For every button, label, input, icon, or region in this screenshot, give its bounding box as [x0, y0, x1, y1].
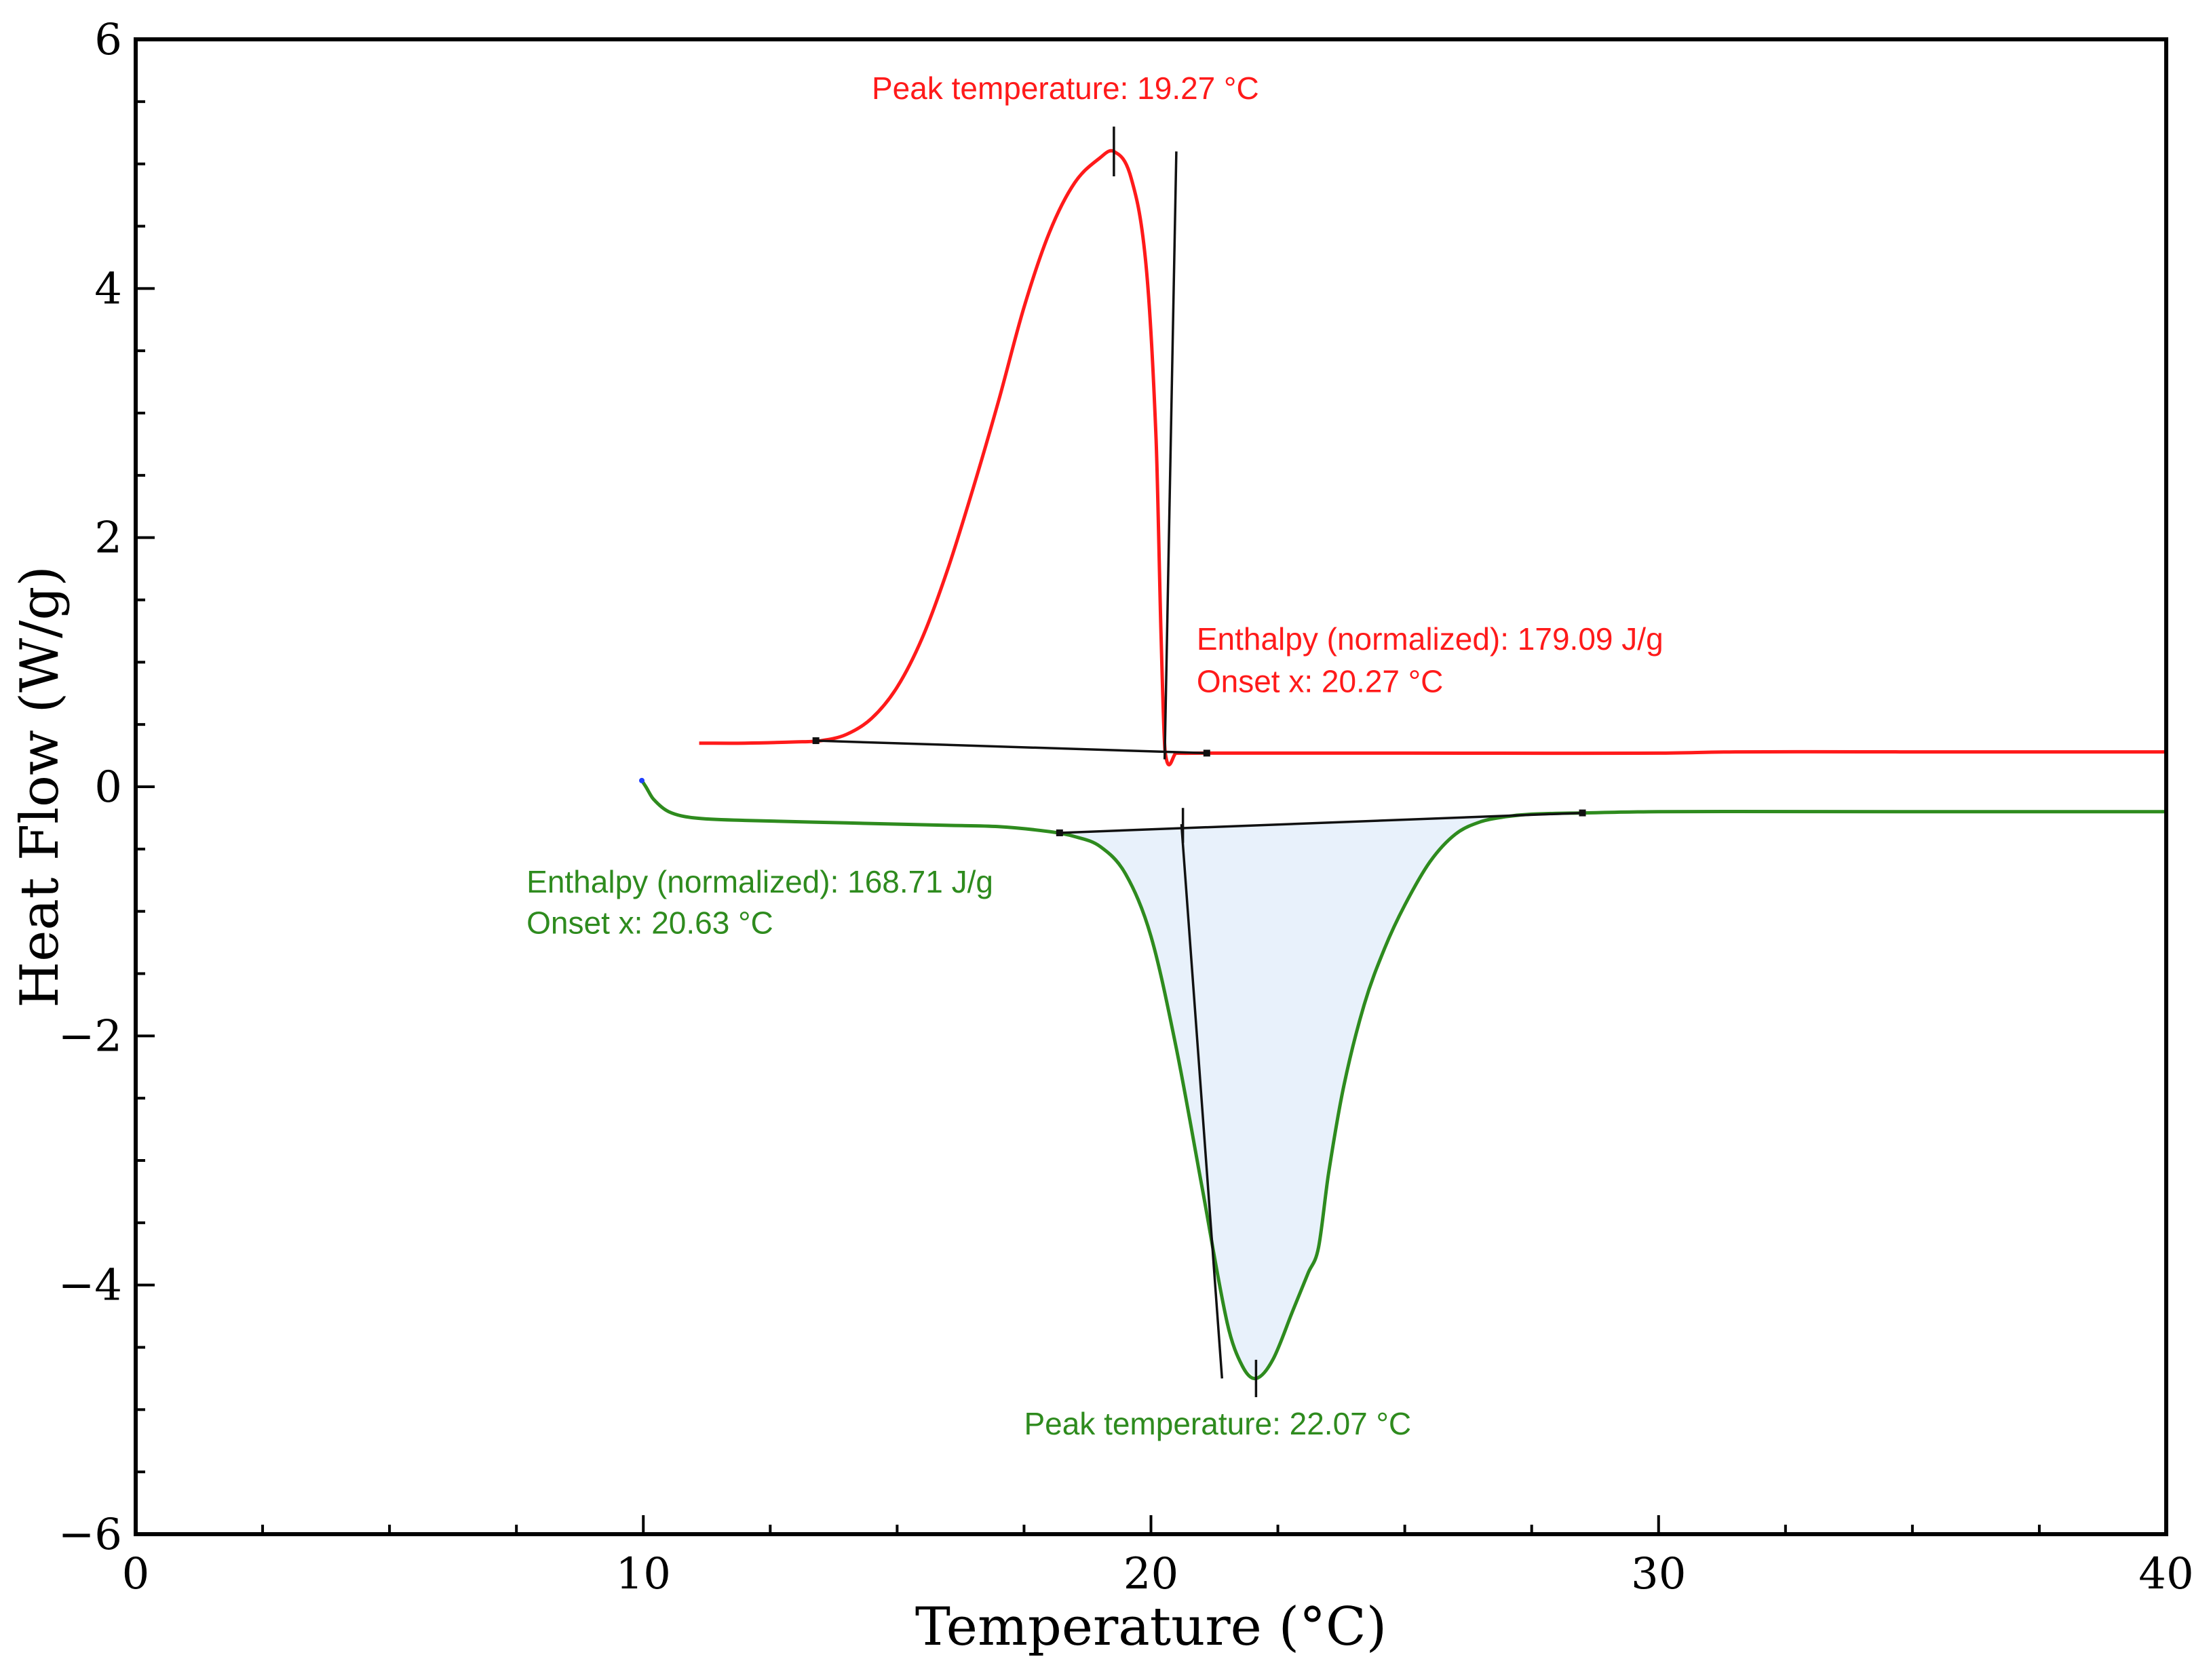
x-tick-label: 30 — [1631, 1549, 1686, 1599]
red-baseline-end-marker-1 — [812, 737, 820, 745]
x-axis-title: Temperature (°C) — [915, 1597, 1387, 1658]
y-tick-label: 4 — [94, 264, 122, 314]
green-baseline-end-marker-1 — [1056, 829, 1063, 836]
plot-frame — [134, 37, 2168, 1536]
green-enthalpy-label: Enthalpy (normalized): 168.71 J/g — [526, 864, 993, 899]
x-tick-label: 20 — [1123, 1549, 1178, 1599]
red-trace — [699, 149, 2166, 766]
red-enthalpy-label: Enthalpy (normalized): 179.09 J/g — [1197, 621, 1664, 657]
green-onset-label: Onset x: 20.63 °C — [526, 905, 773, 941]
x-tick-label: 10 — [616, 1549, 671, 1599]
red-onset-label: Onset x: 20.27 °C — [1197, 663, 1444, 699]
red-tangent — [1163, 151, 1178, 760]
y-tick-label: 6 — [94, 15, 122, 65]
y-tick-label: 2 — [94, 513, 122, 564]
y-tick-label: −6 — [58, 1510, 122, 1560]
plot-layer: Peak temperature: 19.27 °C Enthalpy (norm… — [526, 71, 2166, 1441]
x-tick-label: 0 — [122, 1549, 150, 1599]
y-tick-label: 0 — [94, 762, 122, 813]
green-peak-label: Peak temperature: 22.07 °C — [1024, 1406, 1411, 1441]
x-tick-label: 40 — [2138, 1549, 2193, 1599]
green-start-dot — [639, 777, 645, 783]
green-tangent — [1180, 823, 1224, 1379]
red-peak-label: Peak temperature: 19.27 °C — [872, 71, 1259, 106]
y-axis-title: Heat Flow (W/g) — [9, 566, 71, 1008]
red-baseline-end-marker-2 — [1203, 749, 1210, 757]
y-tick-label: −2 — [58, 1011, 122, 1061]
y-tick-label: −4 — [58, 1261, 122, 1311]
red-baseline — [815, 739, 1207, 755]
green-baseline — [1059, 811, 1583, 834]
green-baseline-end-marker-2 — [1579, 809, 1586, 817]
